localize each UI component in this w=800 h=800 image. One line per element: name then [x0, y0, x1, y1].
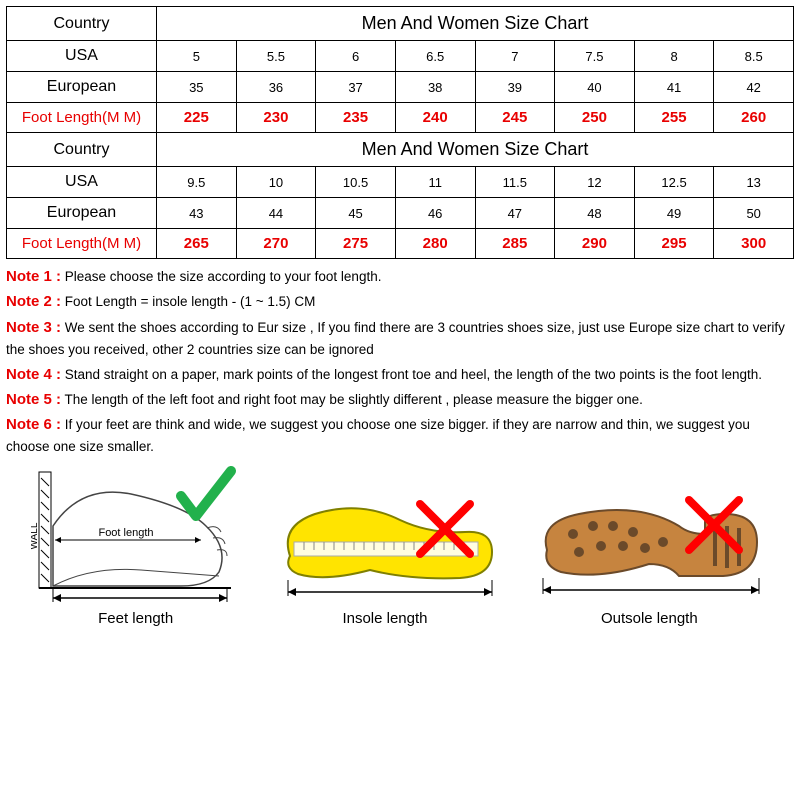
size-cell: 285	[475, 229, 555, 259]
size-cell: 10	[236, 167, 316, 198]
row-label: USA	[7, 41, 157, 72]
row-label: Foot Length(M M)	[7, 103, 157, 133]
size-cell: 300	[714, 229, 794, 259]
size-cell: 40	[555, 72, 635, 103]
row-label: European	[7, 198, 157, 229]
note-text: The length of the left foot and right fo…	[61, 392, 643, 407]
note-text: If your feet are think and wide, we sugg…	[6, 417, 750, 454]
note-line: Note 4 : Stand straight on a paper, mark…	[6, 363, 794, 386]
size-cell: 225	[157, 103, 237, 133]
note-label: Note 4 :	[6, 366, 61, 383]
size-cell: 295	[634, 229, 714, 259]
note-text: Stand straight on a paper, mark points o…	[61, 367, 762, 382]
note-label: Note 5 :	[6, 391, 61, 408]
size-cell: 11	[395, 167, 475, 198]
size-cell: 49	[634, 198, 714, 229]
size-cell: 9.5	[157, 167, 237, 198]
usa-row: USA55.566.577.588.5	[7, 41, 794, 72]
note-label: Note 3 :	[6, 319, 61, 336]
size-cell: 250	[555, 103, 635, 133]
size-cell: 7.5	[555, 41, 635, 72]
country-header: Country	[7, 7, 157, 41]
foot-length-row: Foot Length(M M)265270275280285290295300	[7, 229, 794, 259]
foot-length-row: Foot Length(M M)225230235240245250255260	[7, 103, 794, 133]
size-cell: 6	[316, 41, 396, 72]
diagrams-row: WALL Foot length Feet length	[6, 466, 794, 627]
note-label: Note 2 :	[6, 293, 61, 310]
european-row: European4344454647484950	[7, 198, 794, 229]
size-cell: 11.5	[475, 167, 555, 198]
row-label: European	[7, 72, 157, 103]
chart-title: Men And Women Size Chart	[157, 7, 794, 41]
size-cell: 7	[475, 41, 555, 72]
feet-length-svg: WALL Foot length	[31, 466, 241, 606]
insole-length-caption: Insole length	[342, 610, 427, 627]
size-cell: 5.5	[236, 41, 316, 72]
note-label: Note 6 :	[6, 416, 61, 433]
row-label: Foot Length(M M)	[7, 229, 157, 259]
size-cell: 50	[714, 198, 794, 229]
size-cell: 12	[555, 167, 635, 198]
size-cell: 42	[714, 72, 794, 103]
note-text: We sent the shoes according to Eur size …	[6, 320, 785, 357]
row-label: USA	[7, 167, 157, 198]
insole-length-diagram: Insole length	[270, 486, 500, 627]
outsole-svg	[529, 486, 769, 606]
size-cell: 265	[157, 229, 237, 259]
size-cell: 290	[555, 229, 635, 259]
size-cell: 230	[236, 103, 316, 133]
notes-section: Note 1 : Please choose the size accordin…	[6, 265, 794, 458]
size-cell: 240	[395, 103, 475, 133]
insole-svg	[270, 486, 500, 606]
size-cell: 36	[236, 72, 316, 103]
european-row: European3536373839404142	[7, 72, 794, 103]
size-cell: 260	[714, 103, 794, 133]
size-cell: 8.5	[714, 41, 794, 72]
note-line: Note 3 : We sent the shoes according to …	[6, 316, 794, 361]
size-cell: 255	[634, 103, 714, 133]
outsole-length-diagram: Outsole length	[529, 486, 769, 627]
note-line: Note 6 : If your feet are think and wide…	[6, 413, 794, 458]
size-cell: 45	[316, 198, 396, 229]
size-cell: 37	[316, 72, 396, 103]
size-chart-tables: CountryMen And Women Size ChartUSA55.566…	[6, 6, 794, 259]
feet-length-diagram: WALL Foot length Feet length	[31, 466, 241, 627]
check-icon	[181, 471, 231, 516]
size-cell: 280	[395, 229, 475, 259]
country-header: Country	[7, 133, 157, 167]
size-cell: 235	[316, 103, 396, 133]
note-line: Note 5 : The length of the left foot and…	[6, 388, 794, 411]
usa-row: USA9.51010.51111.51212.513	[7, 167, 794, 198]
foot-length-label: Foot length	[98, 527, 153, 539]
size-cell: 275	[316, 229, 396, 259]
size-cell: 47	[475, 198, 555, 229]
size-cell: 44	[236, 198, 316, 229]
size-cell: 39	[475, 72, 555, 103]
note-text: Foot Length = insole length - (1 ~ 1.5) …	[61, 294, 315, 309]
outsole-length-caption: Outsole length	[601, 610, 698, 627]
size-cell: 5	[157, 41, 237, 72]
chart-title: Men And Women Size Chart	[157, 133, 794, 167]
size-cell: 35	[157, 72, 237, 103]
size-cell: 43	[157, 198, 237, 229]
note-label: Note 1 :	[6, 268, 61, 285]
size-cell: 41	[634, 72, 714, 103]
note-line: Note 1 : Please choose the size accordin…	[6, 265, 794, 288]
size-cell: 38	[395, 72, 475, 103]
size-cell: 6.5	[395, 41, 475, 72]
note-text: Please choose the size according to your…	[61, 269, 381, 284]
wall-label: WALL	[31, 522, 40, 549]
size-cell: 245	[475, 103, 555, 133]
feet-length-caption: Feet length	[98, 610, 173, 627]
size-cell: 270	[236, 229, 316, 259]
size-cell: 12.5	[634, 167, 714, 198]
note-line: Note 2 : Foot Length = insole length - (…	[6, 290, 794, 313]
size-cell: 48	[555, 198, 635, 229]
size-cell: 10.5	[316, 167, 396, 198]
size-cell: 13	[714, 167, 794, 198]
size-cell: 46	[395, 198, 475, 229]
size-cell: 8	[634, 41, 714, 72]
